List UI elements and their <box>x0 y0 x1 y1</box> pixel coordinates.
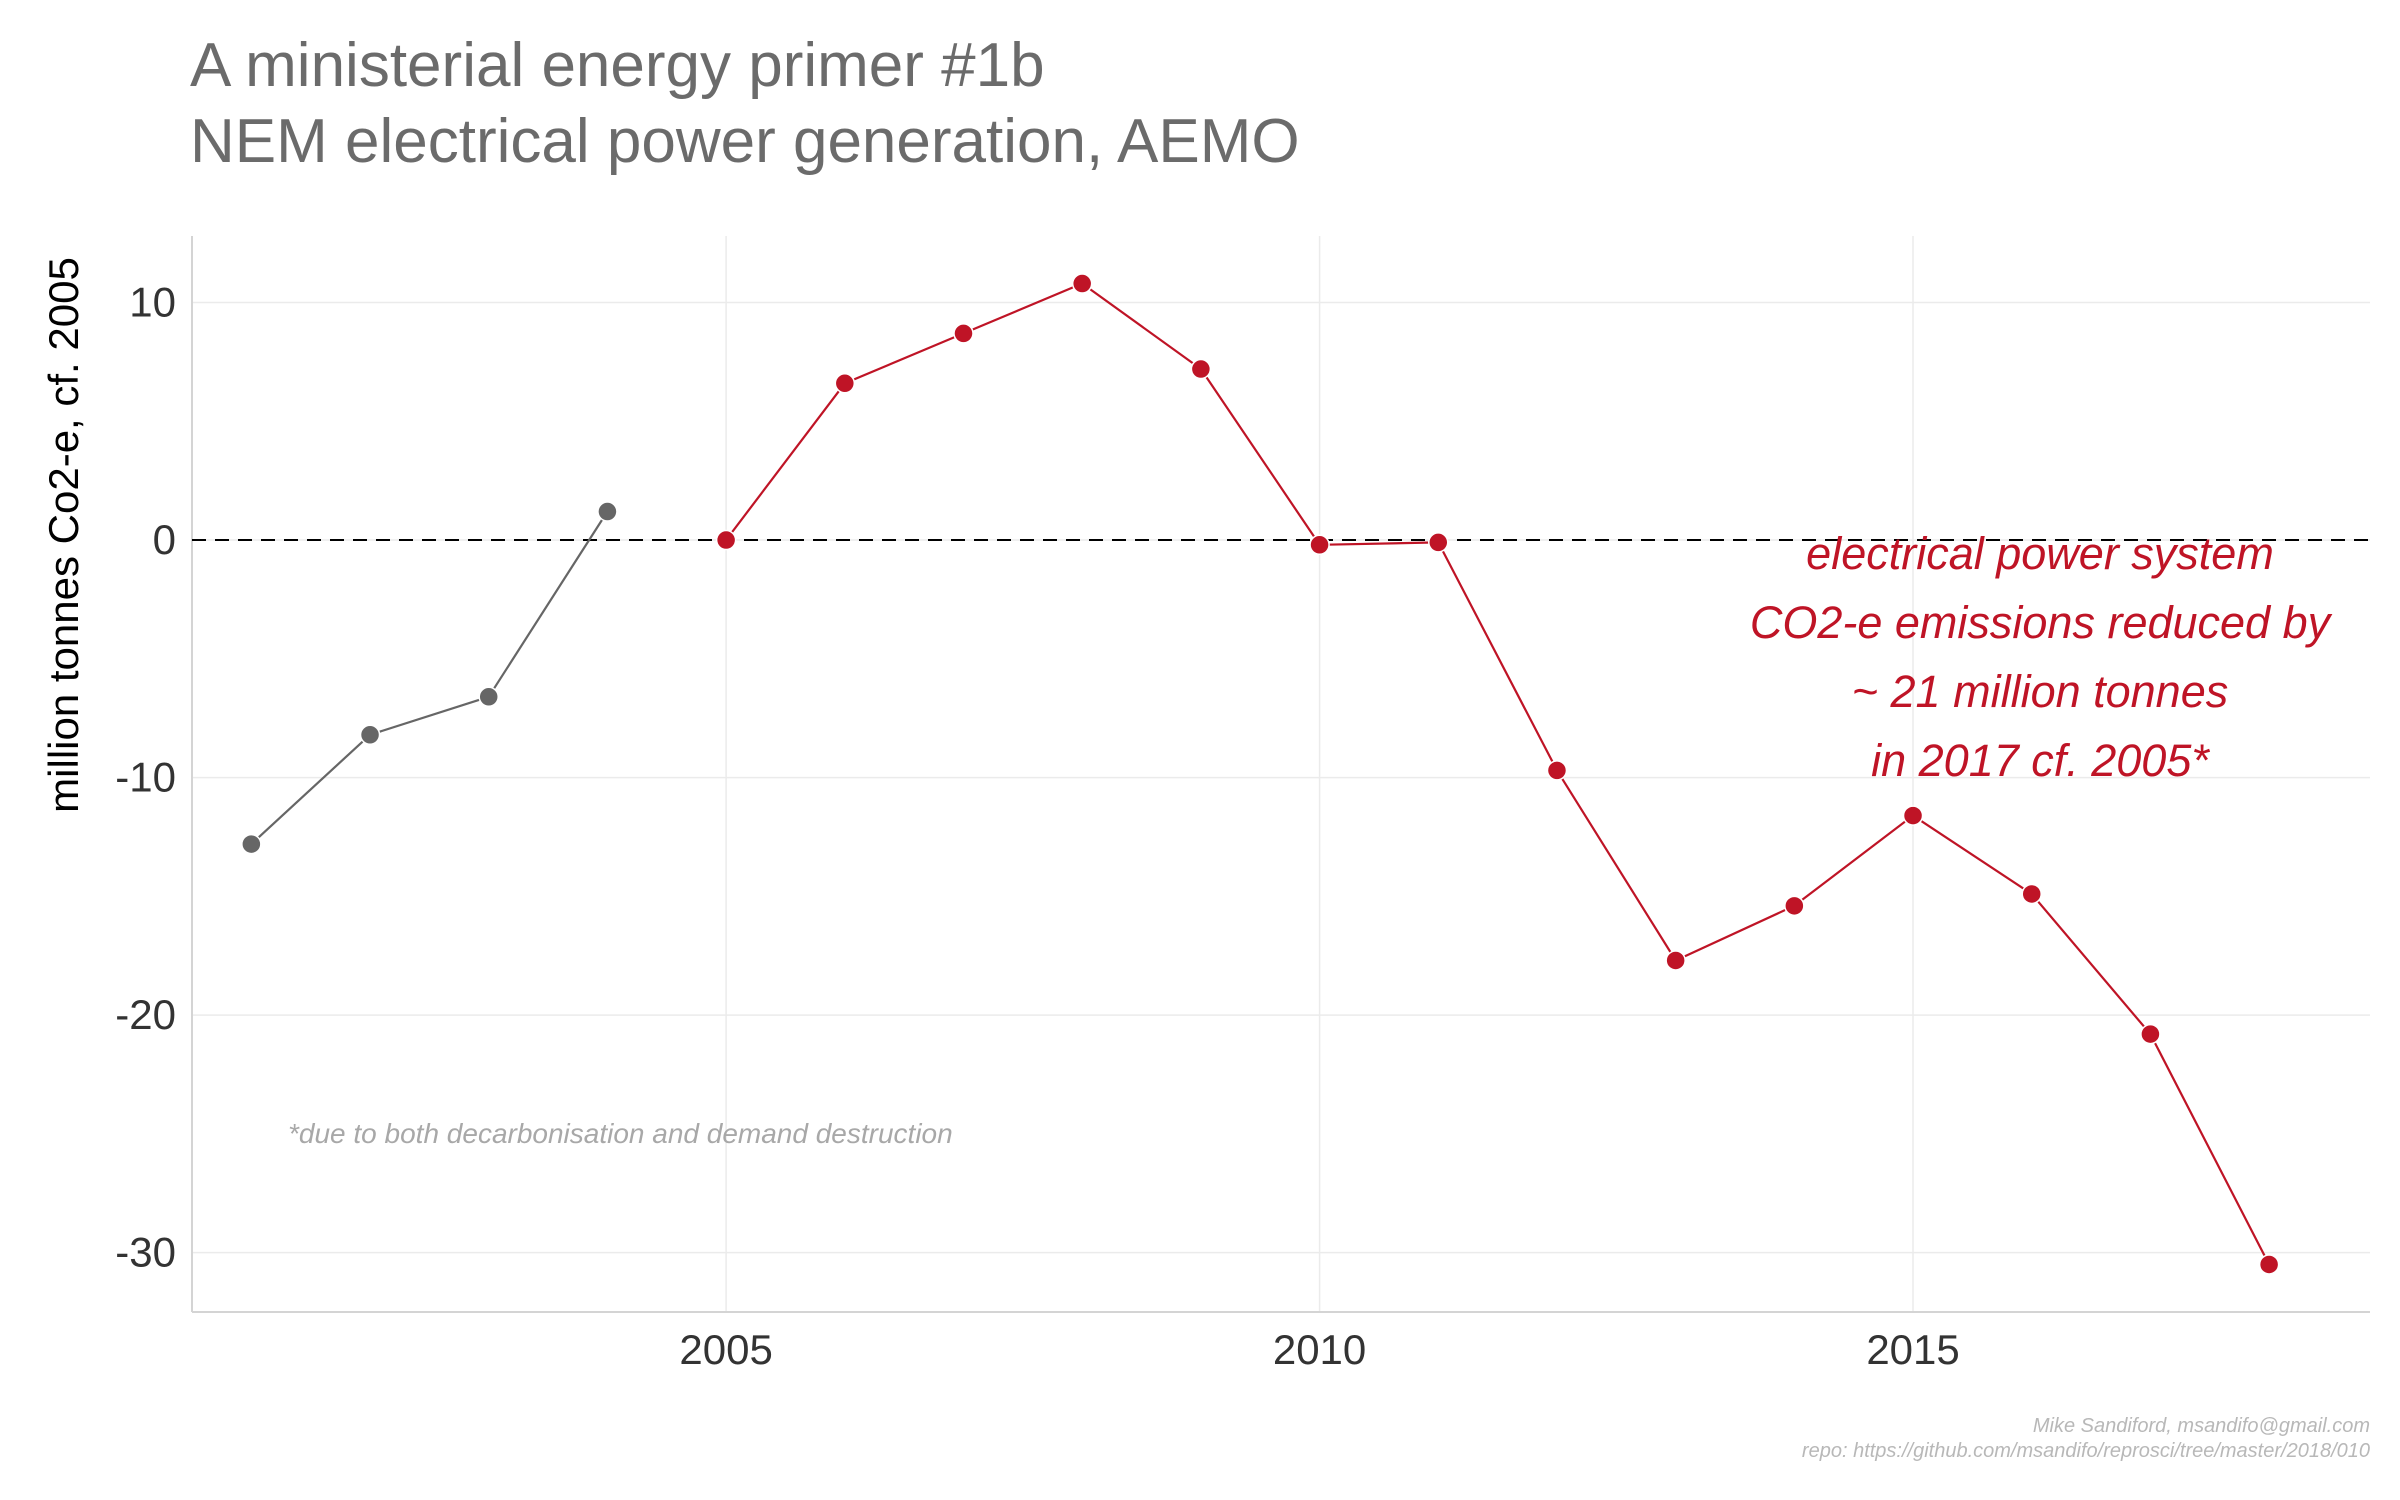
chart-title: A ministerial energy primer #1b NEM elec… <box>190 31 1300 176</box>
series-group <box>241 273 2280 1275</box>
data-point <box>1784 895 1805 917</box>
data-point <box>953 323 974 344</box>
data-point <box>1309 534 1330 556</box>
footnote: *due to both decarbonisation and demand … <box>288 1118 953 1149</box>
caption-line-1: Mike Sandiford, msandifo@gmail.com <box>2033 1415 2370 1437</box>
data-point <box>1190 358 1212 380</box>
x-tick-label: 2010 <box>1273 1326 1366 1373</box>
data-point <box>359 724 381 746</box>
data-point <box>1546 760 1568 781</box>
chart-title-line-1: A ministerial energy primer #1b <box>190 31 1045 100</box>
annotation-line: ~ 21 million tonnes <box>1852 666 2228 717</box>
data-point <box>2140 1023 2161 1045</box>
data-point <box>2021 883 2042 905</box>
data-point <box>1428 532 1449 553</box>
data-point <box>597 501 618 522</box>
y-tick-label: 0 <box>153 516 176 563</box>
grid <box>192 236 2370 1312</box>
data-point <box>1665 950 1686 971</box>
data-point <box>715 529 737 551</box>
data-point <box>2258 1254 2280 1275</box>
data-point <box>1071 273 1093 294</box>
annotation: electrical power system CO2-e emissions r… <box>1750 528 2333 786</box>
y-tick-label: 10 <box>129 279 176 326</box>
series-0-line <box>250 510 609 845</box>
series-1-line <box>725 282 2271 1266</box>
y-axis-label: million tonnes Co2-e, cf. 2005 <box>40 257 87 813</box>
caption: Mike Sandiford, msandifo@gmail.com repo:… <box>1802 1415 2370 1462</box>
y-tick-label: -20 <box>115 991 176 1038</box>
annotation-line: CO2-e emissions reduced by <box>1750 597 2333 648</box>
tick-labels: 10 0 -10 -20 -30 2005 2010 2015 <box>115 279 1959 1373</box>
axes <box>191 236 2370 1313</box>
data-point <box>1902 805 1924 826</box>
annotation-line: in 2017 cf. 2005* <box>1871 735 2210 786</box>
y-tick-label: -10 <box>115 754 176 801</box>
x-tick-label: 2015 <box>1866 1326 1959 1373</box>
x-tick-label: 2005 <box>679 1326 772 1373</box>
y-tick-label: -30 <box>115 1229 176 1276</box>
annotation-line: electrical power system <box>1806 528 2274 579</box>
chart-title-line-2: NEM electrical power generation, AEMO <box>190 107 1300 176</box>
data-point <box>834 373 856 394</box>
data-point <box>478 686 499 708</box>
data-point <box>241 833 262 855</box>
caption-line-2: repo: https://github.com/msandifo/repros… <box>1802 1440 2370 1462</box>
